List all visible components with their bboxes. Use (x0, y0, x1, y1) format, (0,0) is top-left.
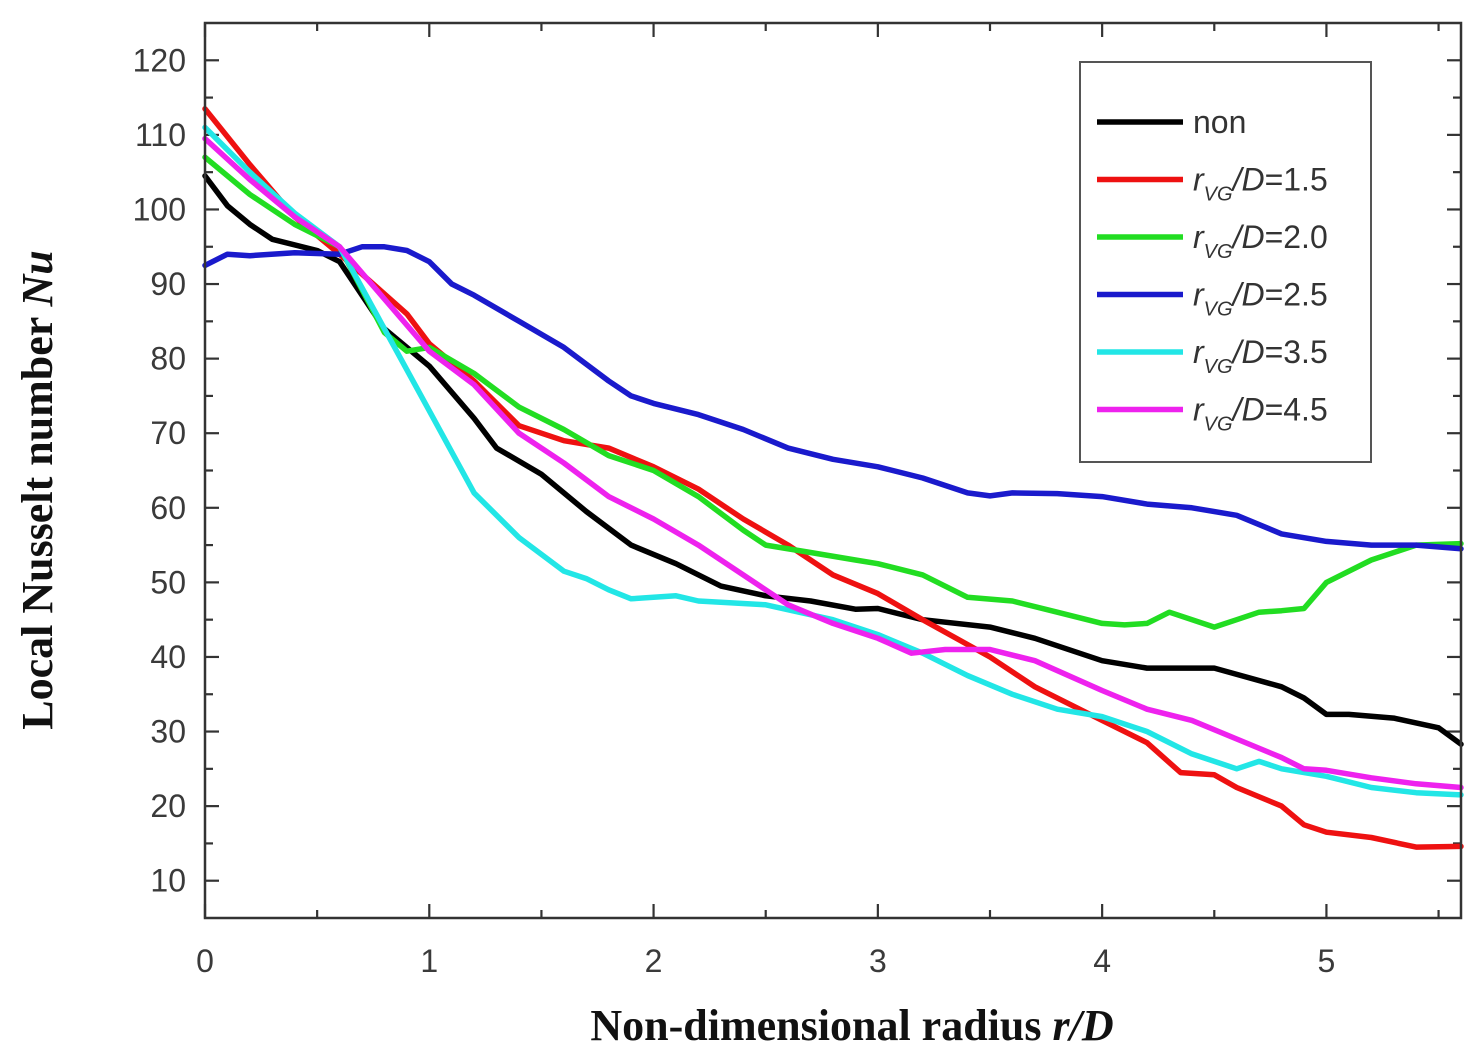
legend-label-3: rVG/D=2.5 (1193, 277, 1328, 321)
y-tick-label: 20 (150, 788, 186, 824)
legend: non rVG/D=1.5 rVG/D=2.0 rVG/D=2.5 rVG/D=3.5 r… (1079, 61, 1372, 463)
series-line-3 (202, 244, 1464, 552)
x-tick-label: 2 (645, 943, 663, 979)
x-axis-title-variable: r/D (1052, 1001, 1113, 1050)
x-tick-label: 5 (1318, 943, 1336, 979)
x-axis-title-text: Non-dimensional radius (590, 1001, 1041, 1050)
y-tick-label: 80 (150, 341, 186, 377)
y-tick-label: 10 (150, 863, 186, 899)
series-layer (202, 106, 1464, 850)
legend-box (1079, 61, 1372, 463)
legend-label-5: rVG/D=4.5 (1193, 392, 1328, 436)
series-line-5 (202, 135, 1464, 791)
x-tick-label: 1 (420, 943, 438, 979)
axis-ticks (203, 23, 1461, 918)
y-tick-label: 110 (135, 117, 186, 153)
series-line-0 (202, 173, 1464, 747)
tick-labels: 0 1 2 3 4 5 10 20 30 40 50 60 70 80 90 100 110 120 (133, 42, 1336, 979)
y-tick-label: 30 (150, 714, 186, 750)
y-tick-label: 60 (150, 490, 186, 526)
y-tick-label: 120 (133, 42, 186, 78)
y-axis-title: Local Nusselt number Nu (13, 250, 62, 730)
x-tick-label: 0 (196, 943, 214, 979)
legend-label-1: rVG/D=1.5 (1193, 162, 1328, 206)
x-tick-label: 3 (869, 943, 887, 979)
series-line-2 (202, 154, 1464, 630)
y-tick-label: 100 (133, 191, 186, 227)
series-line-1 (202, 106, 1464, 850)
y-axis-title-text: Local Nusselt number (13, 317, 62, 730)
plot-frame (203, 21, 1463, 920)
y-tick-label: 50 (150, 564, 186, 600)
legend-label-0: non (1193, 104, 1246, 140)
x-tick-label: 4 (1093, 943, 1111, 979)
y-axis-title-variable: Nu (13, 250, 62, 307)
y-tick-label: 70 (150, 415, 186, 451)
y-tick-label: 40 (150, 639, 186, 675)
y-tick-label: 90 (150, 266, 186, 302)
legend-label-4: rVG/D=3.5 (1193, 334, 1328, 378)
legend-label-2: rVG/D=2.0 (1193, 219, 1328, 263)
x-axis-title: Non-dimensional radius r/D (590, 1001, 1113, 1050)
